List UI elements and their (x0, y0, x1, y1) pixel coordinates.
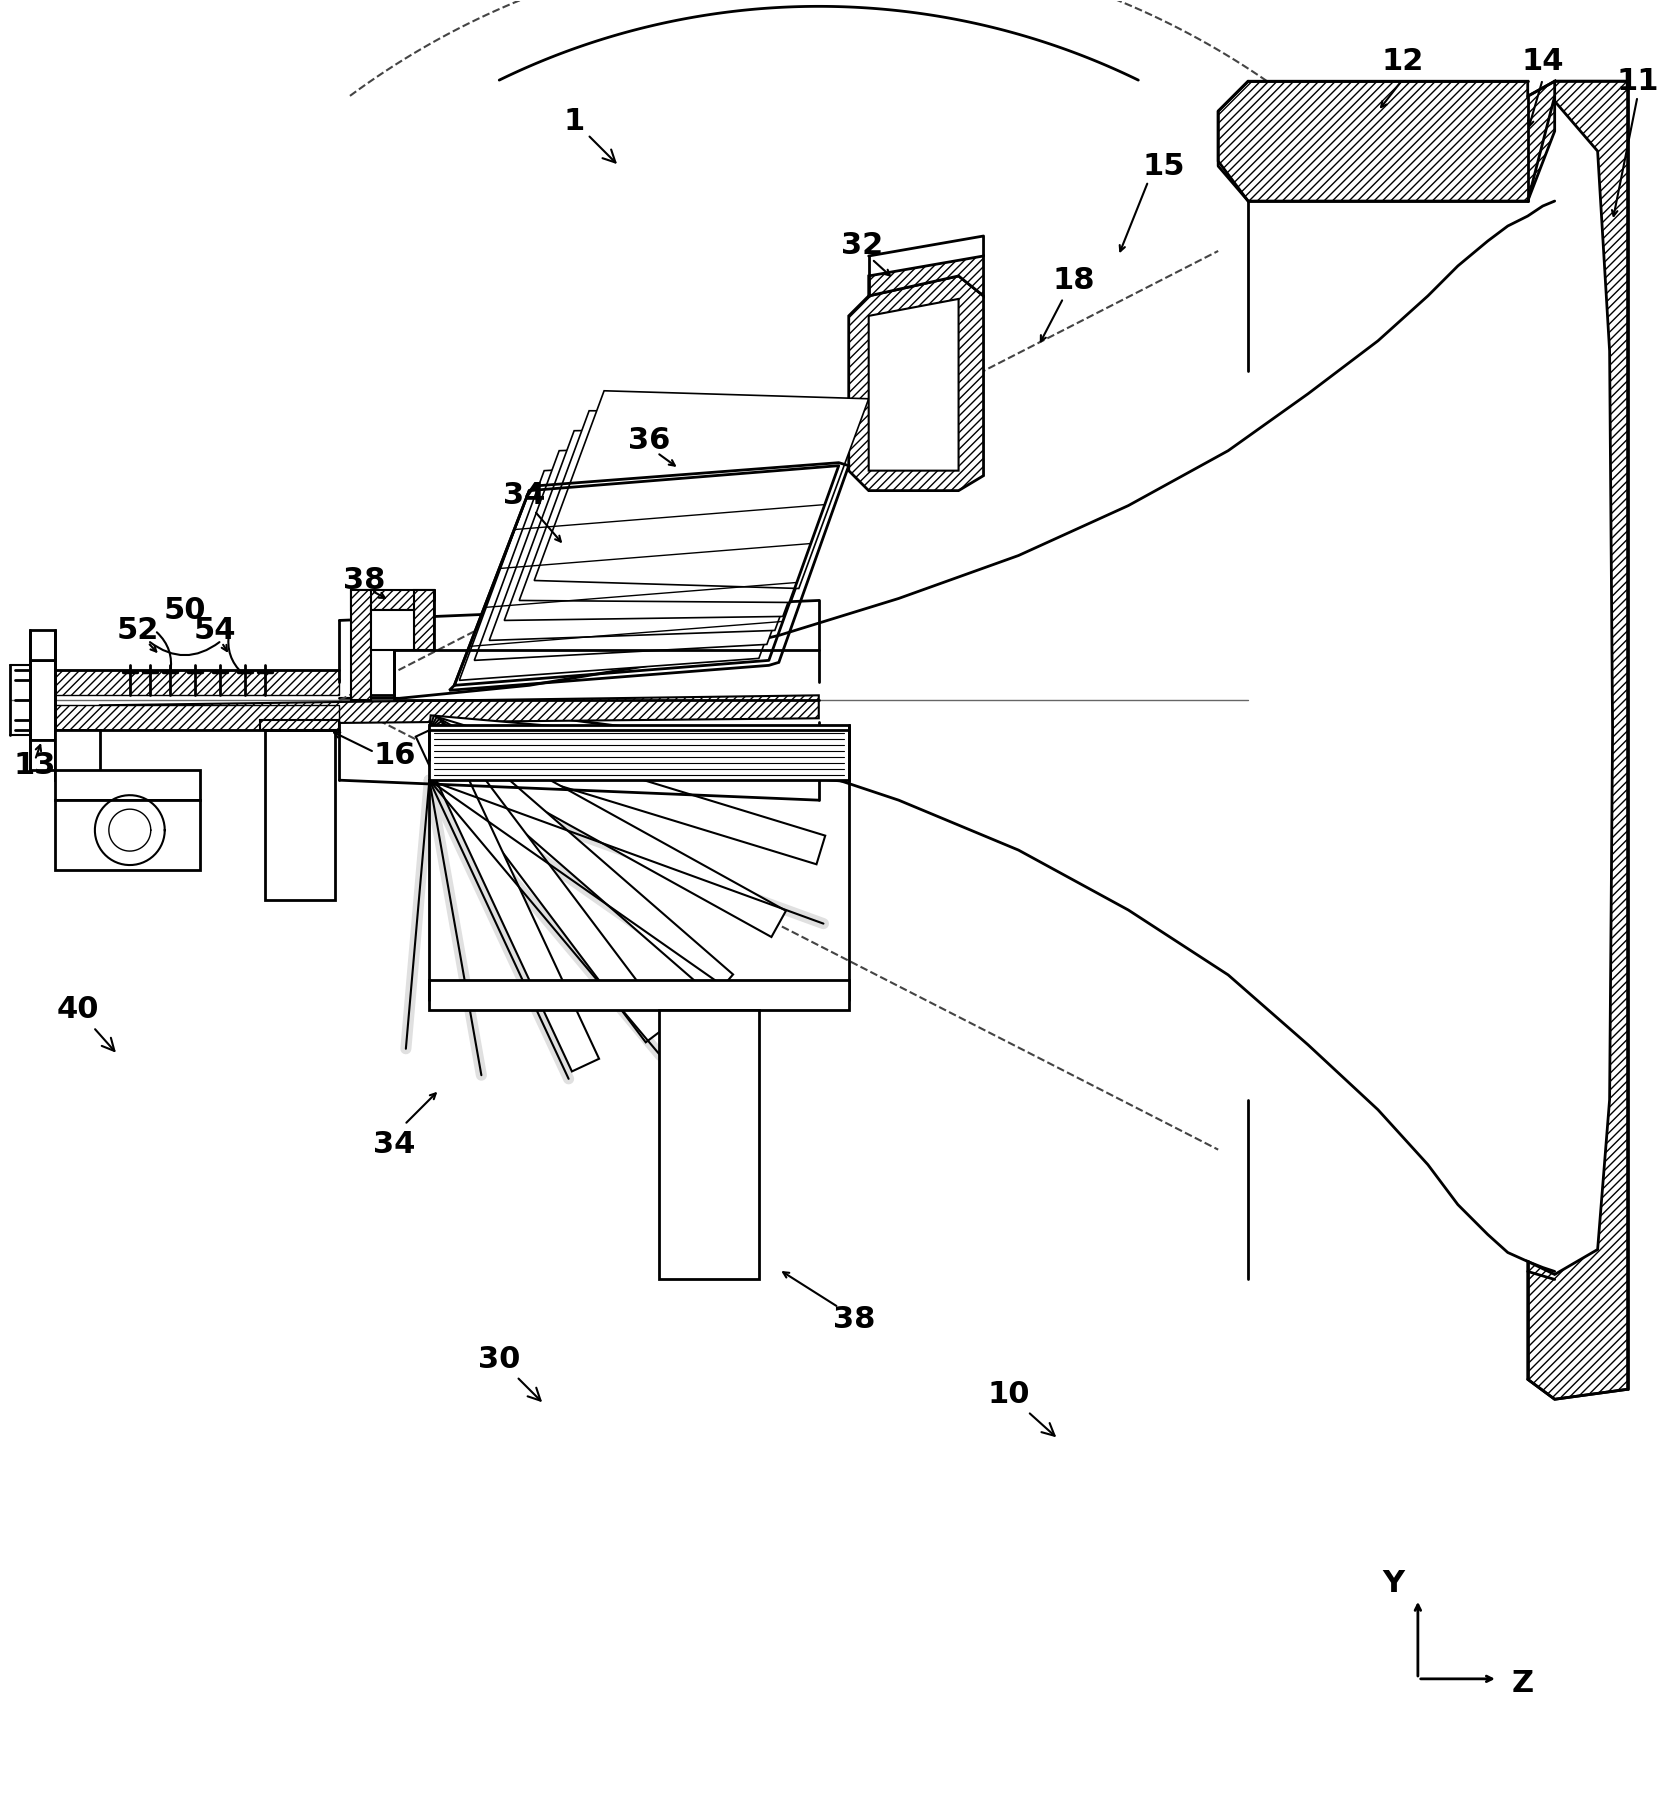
Text: 10: 10 (987, 1380, 1055, 1436)
Polygon shape (55, 671, 340, 694)
Polygon shape (869, 298, 959, 471)
Text: 34: 34 (373, 1131, 416, 1160)
Text: 32: 32 (841, 231, 883, 260)
Text: 15: 15 (1141, 151, 1185, 180)
Polygon shape (1528, 82, 1627, 1400)
Text: Z: Z (1511, 1669, 1535, 1698)
Text: 38: 38 (833, 1305, 874, 1334)
Polygon shape (428, 714, 848, 782)
Text: 36: 36 (627, 425, 670, 454)
Polygon shape (869, 256, 984, 296)
Polygon shape (460, 469, 830, 680)
Polygon shape (352, 591, 372, 700)
Polygon shape (55, 800, 199, 871)
Text: 50: 50 (164, 596, 206, 625)
Polygon shape (421, 716, 786, 936)
Text: 16: 16 (373, 740, 416, 769)
Polygon shape (489, 440, 844, 640)
Polygon shape (430, 980, 849, 1009)
Polygon shape (55, 731, 100, 780)
Polygon shape (55, 771, 199, 800)
Polygon shape (55, 705, 340, 731)
Text: 1: 1 (564, 107, 615, 162)
Polygon shape (849, 276, 984, 491)
Polygon shape (372, 611, 415, 651)
Polygon shape (416, 724, 599, 1071)
Text: 11: 11 (1616, 67, 1659, 96)
Text: 54: 54 (194, 616, 236, 645)
Text: 52: 52 (116, 616, 159, 645)
Polygon shape (659, 1009, 758, 1280)
Polygon shape (425, 716, 825, 864)
Polygon shape (420, 718, 733, 996)
Polygon shape (264, 731, 335, 900)
Polygon shape (430, 725, 849, 780)
Polygon shape (30, 740, 55, 771)
Text: 13: 13 (13, 751, 56, 780)
Polygon shape (415, 591, 435, 651)
Polygon shape (30, 631, 55, 660)
Polygon shape (100, 694, 820, 725)
Text: 18: 18 (1052, 267, 1095, 296)
Text: 30: 30 (478, 1345, 541, 1400)
Text: Y: Y (1382, 1569, 1404, 1598)
Polygon shape (352, 591, 435, 694)
Polygon shape (30, 660, 55, 740)
Polygon shape (534, 391, 869, 589)
Polygon shape (259, 720, 340, 731)
Polygon shape (352, 591, 435, 611)
Text: 38: 38 (343, 565, 385, 594)
Polygon shape (504, 427, 853, 620)
Polygon shape (474, 454, 836, 660)
Text: 12: 12 (1382, 47, 1423, 76)
Text: 14: 14 (1521, 47, 1564, 76)
Polygon shape (418, 722, 670, 1042)
Polygon shape (519, 411, 861, 602)
Polygon shape (1218, 82, 1554, 202)
Text: 40: 40 (56, 994, 114, 1051)
Text: 34: 34 (503, 482, 546, 511)
